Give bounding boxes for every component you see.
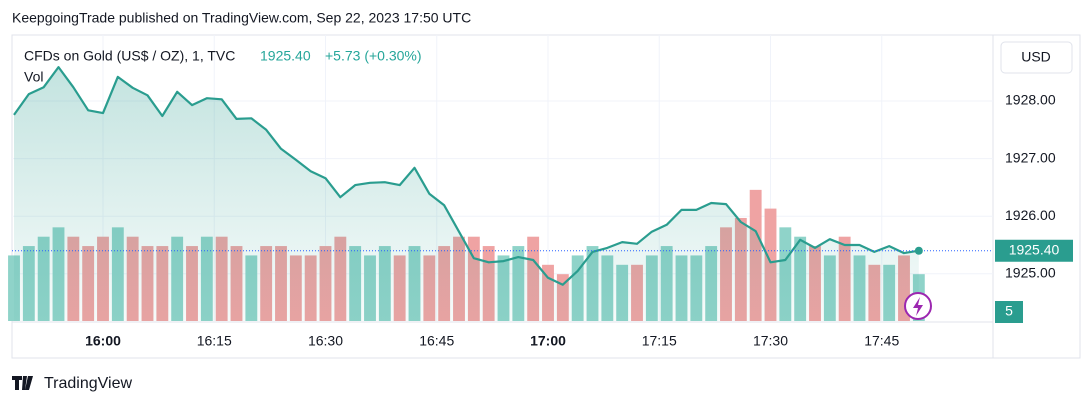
footer: TradingView [44,375,132,392]
x-tick-label: 16:00 [85,333,121,349]
last-price-badge [995,239,1073,262]
x-tick-label: 16:45 [419,333,454,349]
currency-button[interactable] [1000,41,1073,74]
volume-last-label: 5 [1005,303,1013,319]
x-tick-label: 17:15 [642,333,677,349]
y-tick-label: 1925.00 [1005,264,1056,280]
y-tick-label: 1928.00 [1005,92,1056,108]
legend-change: +5.73 (+0.30%) [325,48,422,64]
currency: USD [1021,49,1051,65]
price-line [13,66,919,286]
x-tick-label: 17:45 [864,333,899,349]
y-tick-label: 1926.00 [1005,207,1056,223]
header: KeepgoingTrade published on TradingView.… [12,10,471,26]
area [14,67,919,321]
x-tick-label: 17:00 [530,333,566,349]
frame [11,34,1081,359]
legend-price: 1925.40 [260,48,311,64]
logo [12,376,33,390]
alert-bolt [913,297,923,316]
last-point [914,246,923,255]
x-tick-label: 16:30 [308,333,343,349]
y-tick-label: 1927.00 [1005,149,1056,165]
legend-title: CFDs on Gold (US$ / OZ), 1, TVC [24,48,235,64]
volume-badge [995,301,1023,323]
legend-volume: Vol [24,69,43,85]
x-tick-label: 16:15 [197,333,232,349]
x-tick-label: 17:30 [753,333,788,349]
last-price-label: 1925.40 [1009,241,1060,257]
